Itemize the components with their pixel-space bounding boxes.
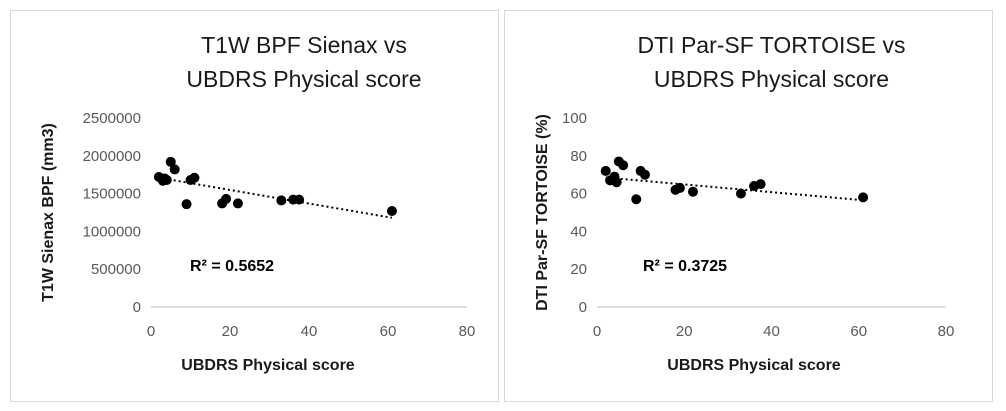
data-point: [276, 195, 287, 206]
x-tick-label: 0: [147, 323, 155, 340]
data-point: [189, 172, 200, 183]
data-point: [294, 194, 305, 205]
x-tick-label: 80: [938, 323, 955, 340]
x-axis-title: UBDRS Physical score: [667, 357, 841, 374]
x-tick-label: 20: [676, 323, 693, 340]
r-squared-label: R² = 0.3725: [643, 258, 727, 275]
data-point: [181, 199, 192, 210]
data-point: [735, 188, 746, 199]
y-tick-label: 60: [570, 186, 587, 203]
y-tick-label: 1000000: [83, 223, 141, 240]
x-axis-title: UBDRS Physical score: [181, 357, 355, 374]
trendline: [605, 176, 864, 202]
x-tick-label: 60: [380, 323, 397, 340]
data-point: [687, 186, 698, 197]
x-tick-label: 20: [222, 323, 239, 340]
data-point: [631, 194, 642, 205]
data-point: [165, 156, 176, 167]
chart-title-line-1: T1W BPF Sienax vs: [201, 32, 407, 58]
y-tick-label: 0: [579, 299, 587, 316]
chart-title-line-2: UBDRS Physical score: [186, 66, 421, 92]
chart-svg-tortoise: DTI Par-SF TORTOISE vs UBDRS Physical sco…: [534, 32, 955, 374]
y-tick-label: 0: [133, 299, 141, 316]
y-tick-label: 2500000: [83, 110, 141, 127]
chart-title-line-1: DTI Par-SF TORTOISE vs: [638, 32, 906, 58]
y-tick-label: 2000000: [83, 148, 141, 165]
data-point: [161, 174, 172, 185]
y-tick-label: 20: [570, 261, 587, 278]
data-point: [858, 192, 869, 203]
data-point: [221, 193, 232, 204]
chart-panel-tortoise: DTI Par-SF TORTOISE vs UBDRS Physical sco…: [504, 10, 993, 402]
x-tick-label: 40: [301, 323, 318, 340]
data-point: [611, 177, 622, 188]
y-tick-label: 100: [562, 110, 587, 127]
data-point: [386, 205, 397, 216]
data-point: [639, 169, 650, 180]
y-axis-title: DTI Par-SF TORTOISE (%): [534, 114, 551, 311]
x-tick-label: 40: [763, 323, 780, 340]
data-point: [232, 198, 243, 209]
data-point: [755, 179, 766, 190]
x-tick-label: 0: [593, 323, 601, 340]
y-tick-label: 500000: [91, 261, 141, 278]
x-tick-label: 60: [850, 323, 867, 340]
x-tick-label: 80: [459, 323, 476, 340]
data-point: [618, 160, 629, 171]
chart-title-line-2: UBDRS Physical score: [654, 66, 889, 92]
y-tick-label: 40: [570, 223, 587, 240]
data-point: [169, 164, 180, 175]
y-tick-label: 1500000: [83, 186, 141, 203]
y-axis-title: T1W Sienax BPF (mm3): [40, 123, 57, 302]
data-point: [674, 182, 685, 193]
chart-svg-sienax: T1W BPF Sienax vs UBDRS Physical score 0 50…: [40, 32, 476, 374]
data-point: [600, 165, 611, 176]
y-tick-label: 80: [570, 148, 587, 165]
trendline: [158, 176, 393, 219]
chart-panel-sienax: T1W BPF Sienax vs UBDRS Physical score 0 50…: [10, 10, 499, 402]
r-squared-label: R² = 0.5652: [190, 258, 274, 275]
